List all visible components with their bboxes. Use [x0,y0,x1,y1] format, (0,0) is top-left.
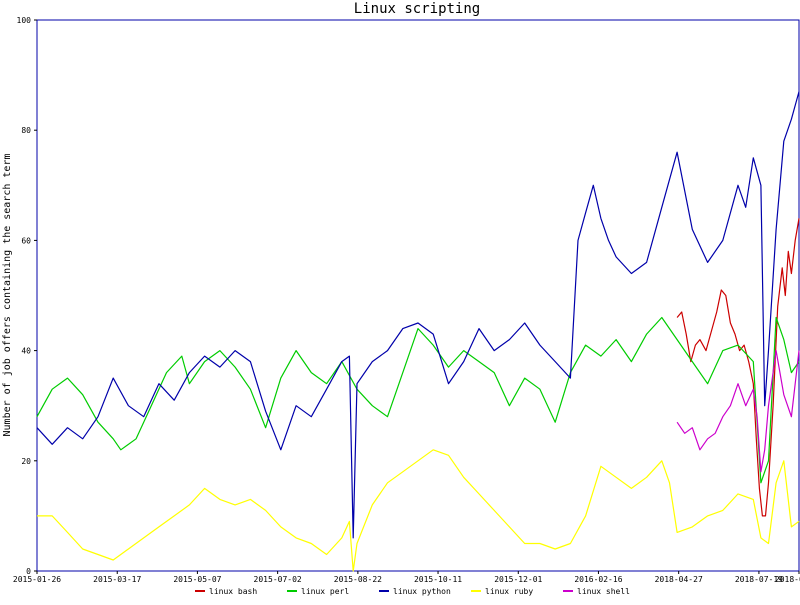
x-tick-label: 2015-12-01 [494,575,542,584]
plot-border [36,19,800,572]
x-tick-label: 2015-01-26 [13,575,61,584]
legend-label: linux ruby [485,587,533,596]
x-tick-label: 2018-07-24 [775,575,800,584]
y-axis-label: Number of job offers containing the sear… [2,154,13,437]
y-tick-label: 100 [17,16,32,25]
x-tick-label: 2016-02-16 [574,575,622,584]
x-axis: 2015-01-26 2015-03-17 2015-05-07 2015-07-02… [13,571,800,584]
legend-label: linux perl [301,587,349,596]
y-tick-label: 80 [21,126,31,135]
x-tick-label: 2015-10-11 [414,575,462,584]
plot-frame [36,19,800,572]
legend: linux bash linux perl linux python linux ru… [195,587,630,596]
x-tick-label: 2015-05-07 [173,575,221,584]
x-tick-label: 2015-08-22 [334,575,382,584]
series-line-linux-ruby [37,449,800,572]
x-tick-label: 2015-03-17 [93,575,141,584]
x-tick-label: 2018-07-19 [735,575,783,584]
y-tick-label: 40 [21,347,31,356]
y-axis: 0 20 40 60 80 100 [17,16,37,576]
y-tick-label: 20 [21,457,31,466]
legend-label: linux python [393,587,451,596]
series-line-linux-shell [676,350,800,473]
legend-label: linux shell [577,587,630,596]
series-line-linux-perl [36,316,800,484]
y-tick-label: 60 [21,236,31,245]
y-tick-label: 0 [26,567,31,576]
x-tick-label: 2015-07-02 [254,575,302,584]
chart-title: Linux scripting [354,1,480,17]
x-tick-label: 2018-04-27 [655,575,703,584]
legend-label: linux bash [209,587,257,596]
series-line-linux-python [36,91,800,539]
series-layer [36,91,800,572]
